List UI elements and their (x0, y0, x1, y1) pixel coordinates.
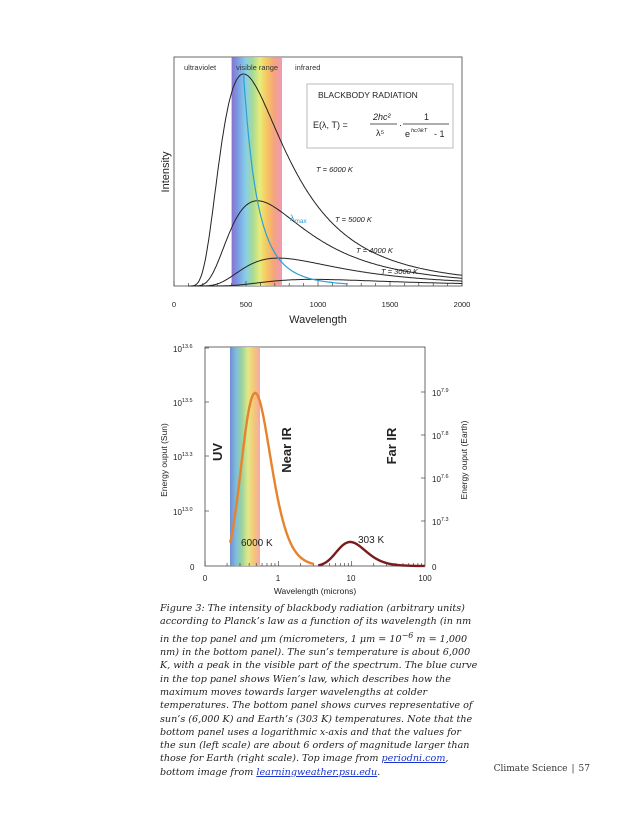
right-tick-label: 107.9 (432, 388, 449, 398)
x-tick-label: 1500 (382, 300, 399, 309)
x-tick-label: 1000 (310, 300, 327, 309)
learningweather-link[interactable]: learningweather.psu.edu (256, 766, 378, 778)
book-title: Climate Science (493, 764, 568, 774)
formula-exp-power: hc/λkT (411, 128, 428, 134)
formula-box-title: BLACKBODY RADIATION (318, 90, 418, 100)
left-tick-label: 1013.6 (173, 344, 193, 354)
left-tick-label: 1013.5 (173, 398, 193, 408)
wien-law-curve (243, 73, 348, 285)
planck-curve-3000 (188, 278, 462, 287)
formula-denominator: λ⁵ (376, 128, 385, 138)
page-footer: Climate Science | 57 (480, 764, 590, 774)
region-label-infrared: infrared (295, 63, 320, 72)
planck-curve-5000 (188, 200, 463, 287)
x-tick-label: 0 (203, 574, 208, 583)
x-tick-label: 1 (276, 574, 281, 583)
x-axis-label: Wavelength (289, 314, 347, 326)
visible-spectrum-band (231, 57, 282, 286)
footer-separator: | (571, 764, 575, 774)
left-axis-labels: 1013.6 1013.5 1013.3 1013.0 0 (173, 344, 195, 572)
formula-lhs: E(λ, T) = (313, 120, 348, 130)
region-label-far-ir: Far IR (384, 427, 399, 464)
right-tick-label: 107.8 (432, 431, 449, 441)
series-label-4000: T = 4000 K (356, 246, 394, 255)
region-label-uv: UV (210, 443, 225, 461)
right-tick-label: 107.3 (432, 517, 449, 527)
series-label-3000: T = 3000 K (381, 267, 419, 276)
x-tick-label: 10 (347, 574, 356, 583)
energy-output-figure: UV Near IR Far IR 6000 K 303 K 1013.6 10… (159, 344, 469, 596)
left-tick-label: 0 (190, 563, 195, 572)
formula-numerator: 2hc² (372, 112, 392, 122)
region-label-ultraviolet: ultraviolet (184, 63, 217, 72)
x-tick-label: 0 (172, 300, 176, 309)
periodni-link[interactable]: periodni.com (381, 753, 446, 765)
figure-caption: Figure 3: The intensity of blackbody rad… (160, 603, 478, 778)
earth-curve (318, 540, 425, 568)
series-label-6000: T = 6000 K (316, 165, 354, 174)
left-tick-label: 1013.0 (173, 507, 193, 517)
planck-curve-6000 (188, 73, 463, 287)
blackbody-figure: ultraviolet visible range infrared BLACK… (160, 56, 471, 326)
region-label-visible: visible range (236, 63, 278, 72)
right-tick-label: 0 (432, 563, 437, 572)
planck-curves (188, 73, 463, 287)
formula-exp-base: e (405, 129, 410, 139)
y-axis-label: Intensity (160, 151, 172, 192)
x-tick-label: 2000 (454, 300, 471, 309)
page-number: 57 (578, 764, 590, 774)
right-tick-label: 107.6 (432, 474, 449, 484)
planck-curve-4000 (188, 257, 463, 287)
left-tick-label: 1013.3 (173, 452, 193, 462)
x-tick-label: 100 (418, 574, 432, 583)
uv-vis-band (230, 347, 260, 566)
x-tick-label: 500 (240, 300, 253, 309)
x-axis-label: Wavelength (microns) (274, 586, 357, 596)
formula-minus-one: - 1 (434, 129, 445, 139)
left-axis-label: Energy ouput (Sun) (159, 423, 169, 497)
formula-box: BLACKBODY RADIATION E(λ, T) = 2hc² λ⁵ · … (306, 83, 454, 149)
series-label-303k: 303 K (358, 535, 384, 546)
sun-curve (228, 391, 314, 565)
formula-one: 1 (424, 112, 429, 122)
wien-label: λmax (290, 213, 308, 225)
series-label-6000k: 6000 K (241, 538, 273, 549)
series-label-5000: T = 5000 K (335, 215, 373, 224)
right-axis-label: Energy ouput (Earth) (459, 420, 469, 499)
axis-ticks (204, 347, 425, 566)
right-axis-labels: 107.9 107.8 107.6 107.3 0 (432, 388, 449, 572)
region-label-near-ir: Near IR (279, 427, 294, 473)
formula-dot: · (399, 120, 402, 130)
